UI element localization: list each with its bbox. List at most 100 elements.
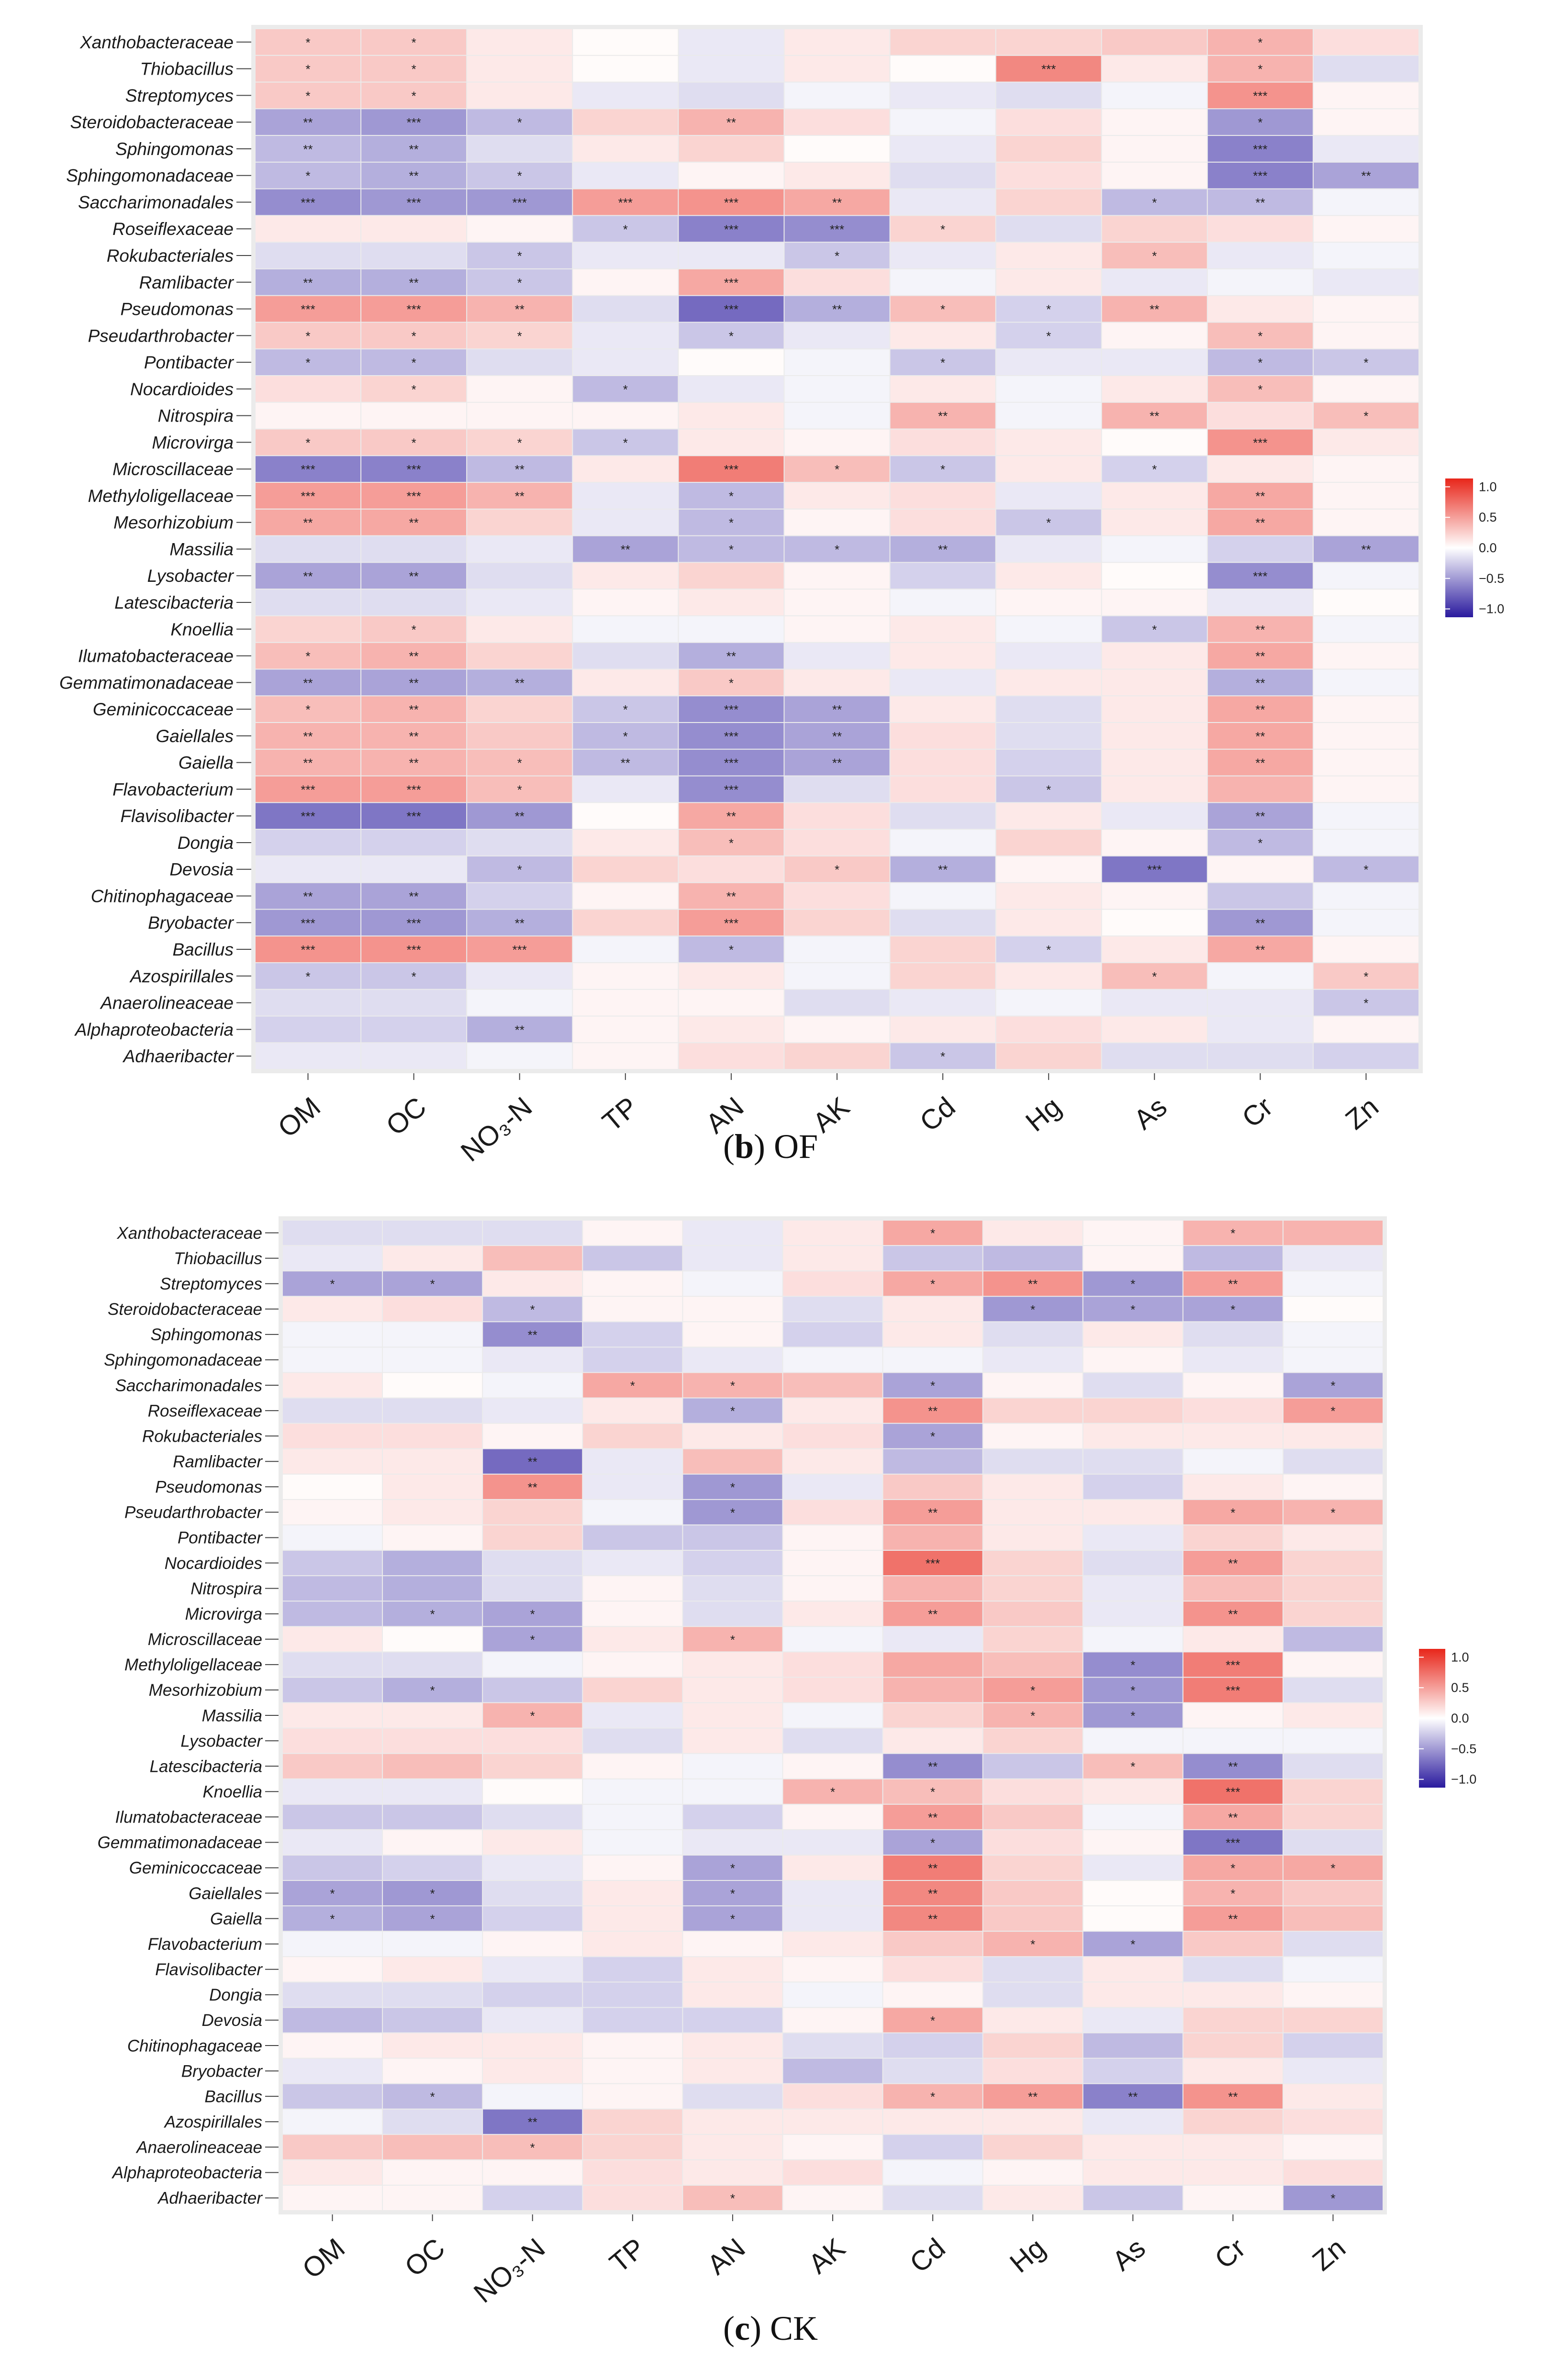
heatmap-cell	[283, 2135, 382, 2159]
significance-mark: *	[1258, 382, 1262, 397]
heatmap-cell	[467, 56, 572, 82]
significance-mark: **	[1255, 756, 1265, 770]
heatmap-cell	[467, 243, 572, 268]
heatmap-cell	[983, 2008, 1083, 2033]
heatmap-cell	[583, 1627, 682, 1652]
heatmap-cell	[361, 803, 467, 829]
significance-mark: ***	[1253, 169, 1267, 183]
significance-mark: *	[330, 1887, 335, 1901]
heatmap-cell	[1207, 243, 1313, 268]
significance-mark: *	[330, 1912, 335, 1926]
heatmap-cell	[383, 1449, 482, 1474]
heatmap-cell	[383, 1424, 482, 1448]
heatmap-cell	[683, 1449, 782, 1474]
heatmap-cell	[1283, 1347, 1383, 1372]
heatmap-cell	[890, 323, 995, 349]
heatmap-cell	[361, 856, 467, 882]
heatmap-cell	[383, 1373, 482, 1398]
heatmap-cell	[583, 1601, 682, 1626]
column-label: Cd	[914, 1091, 961, 1137]
heatmap-cell	[361, 82, 467, 109]
row-label: Latescibacteria	[114, 593, 234, 612]
heatmap-cell	[996, 830, 1101, 856]
heatmap-cell	[1207, 669, 1313, 696]
heatmap-cell	[1313, 589, 1418, 615]
heatmap-cell	[983, 1678, 1083, 1702]
column-label: OM	[297, 2232, 351, 2285]
heatmap-cell	[784, 856, 890, 882]
heatmap-cell	[1083, 1982, 1183, 2007]
significance-mark: *	[1130, 1658, 1135, 1672]
heatmap-cell	[783, 1551, 882, 1576]
significance-mark: *	[940, 302, 945, 317]
heatmap-cell	[683, 1322, 782, 1347]
heatmap-cell	[583, 1525, 682, 1550]
heatmap-cell	[1102, 82, 1207, 109]
heatmap-cell	[783, 2185, 882, 2210]
heatmap-cell	[1283, 2008, 1383, 2033]
heatmap-cell	[783, 1525, 882, 1550]
legend-tick-label: −0.5	[1479, 571, 1504, 586]
heatmap-cell	[361, 963, 467, 989]
heatmap-cell	[683, 1932, 782, 1957]
heatmap-cell	[361, 376, 467, 402]
heatmap-cell	[256, 136, 361, 162]
heatmap-cell	[679, 483, 784, 509]
heatmap-cell	[1283, 1652, 1383, 1677]
heatmap-cell	[1283, 1855, 1383, 1880]
significance-mark: **	[928, 1887, 938, 1901]
heatmap-cell	[784, 1043, 890, 1069]
heatmap-cell	[483, 2185, 582, 2210]
row-label: Methyloligellaceae	[124, 1656, 262, 1674]
row-label: Pseudomonas	[120, 300, 234, 319]
significance-mark: **	[928, 1810, 938, 1824]
significance-mark: *	[1230, 1887, 1235, 1901]
significance-mark: *	[623, 702, 628, 717]
heatmap-cell	[883, 1779, 983, 1804]
heatmap-cell	[890, 349, 995, 375]
heatmap-cell	[679, 109, 784, 135]
heatmap-cell	[983, 1957, 1083, 1982]
row-label: Anaerolineaceae	[100, 993, 234, 1013]
significance-mark: ***	[406, 943, 421, 957]
heatmap-cell	[679, 189, 784, 215]
heatmap-cell	[256, 402, 361, 429]
heatmap-cell	[573, 723, 678, 749]
heatmap-cell	[283, 1881, 382, 1906]
heatmap-cell	[256, 856, 361, 882]
significance-mark: *	[305, 969, 310, 984]
heatmap-cell	[883, 1297, 983, 1322]
heatmap-cell	[1102, 696, 1207, 722]
heatmap-cell	[583, 1881, 682, 1906]
heatmap-cell	[679, 723, 784, 749]
heatmap-cell	[467, 669, 572, 696]
heatmap-cell	[256, 990, 361, 1016]
significance-mark: **	[528, 1455, 537, 1469]
heatmap-cell	[679, 402, 784, 429]
heatmap-cell	[890, 376, 995, 402]
heatmap-cell	[1283, 1271, 1383, 1296]
heatmap-cell	[383, 1932, 482, 1957]
significance-mark: **	[1228, 1810, 1238, 1824]
significance-mark: ***	[1226, 1785, 1240, 1799]
significance-mark: **	[832, 702, 842, 717]
heatmap-cell	[573, 883, 678, 909]
heatmap-cell	[467, 349, 572, 375]
heatmap-cell	[1183, 1373, 1283, 1398]
heatmap-cell	[283, 2160, 382, 2185]
heatmap-cell	[783, 1398, 882, 1423]
heatmap-cell	[361, 910, 467, 936]
heatmap-cell	[256, 162, 361, 189]
heatmap-cell	[784, 456, 890, 482]
heatmap-cell	[890, 883, 995, 909]
heatmap-cell	[784, 189, 890, 215]
significance-mark: *	[623, 729, 628, 744]
heatmap-cell	[883, 2033, 983, 2058]
heatmap-cell	[1283, 1551, 1383, 1576]
heatmap-cell	[883, 2084, 983, 2109]
heatmap-cell	[890, 402, 995, 429]
heatmap-cell	[983, 1424, 1083, 1448]
significance-mark: ***	[301, 916, 315, 930]
heatmap-cell	[573, 643, 678, 669]
heatmap-cell	[383, 1601, 482, 1626]
